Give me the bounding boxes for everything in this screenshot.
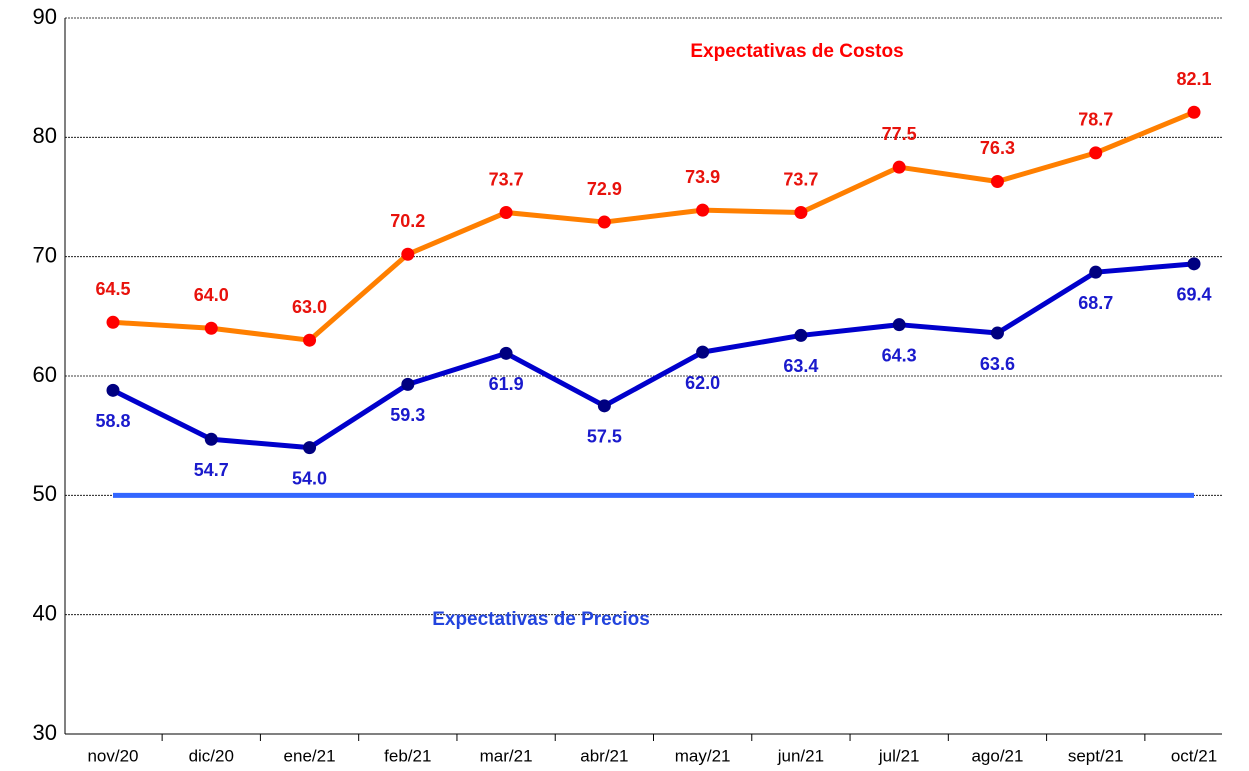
series-line — [111, 261, 1195, 451]
data-label: 63.6 — [980, 354, 1015, 374]
x-tick-label: sept/21 — [1068, 746, 1124, 765]
y-tick-label: 30 — [33, 720, 57, 745]
marker — [1089, 146, 1103, 160]
marker — [696, 345, 710, 359]
data-label: 54.0 — [292, 468, 327, 488]
marker — [106, 383, 120, 397]
y-tick-label: 90 — [33, 4, 57, 29]
marker — [1089, 265, 1103, 279]
data-label: 73.9 — [685, 167, 720, 187]
y-tick-label: 70 — [33, 242, 57, 267]
marker — [401, 247, 415, 261]
x-tick-label: jul/21 — [878, 746, 920, 765]
x-tick-label: jun/21 — [777, 746, 824, 765]
data-label: 54.7 — [194, 460, 229, 480]
data-label: 62.0 — [685, 373, 720, 393]
marker — [204, 321, 218, 335]
x-tick-label: oct/21 — [1171, 746, 1217, 765]
marker — [204, 432, 218, 446]
data-label: 73.7 — [783, 169, 818, 189]
marker — [990, 174, 1004, 188]
data-label: 58.8 — [95, 411, 130, 431]
x-tick-label: mar/21 — [480, 746, 533, 765]
y-tick-label: 50 — [33, 481, 57, 506]
series-name: Expectativas de Precios — [432, 609, 650, 630]
data-label: 63.4 — [783, 356, 818, 376]
data-label: 61.9 — [489, 374, 524, 394]
data-label: 64.5 — [95, 279, 130, 299]
x-tick-label: nov/20 — [87, 746, 138, 765]
marker — [597, 399, 611, 413]
marker — [499, 346, 513, 360]
x-tick-label: feb/21 — [384, 746, 431, 765]
y-tick-label: 80 — [33, 123, 57, 148]
x-tick-label: ago/21 — [971, 746, 1023, 765]
data-label: 78.7 — [1078, 110, 1113, 130]
marker — [303, 441, 317, 455]
marker — [990, 326, 1004, 340]
series-line — [112, 109, 1195, 343]
data-label: 72.9 — [587, 179, 622, 199]
marker — [1187, 105, 1201, 119]
data-label: 59.3 — [390, 405, 425, 425]
series-name: Expectativas de Costos — [690, 41, 903, 62]
x-tick-label: dic/20 — [189, 746, 234, 765]
x-tick-label: ene/21 — [284, 746, 336, 765]
x-tick-label: may/21 — [675, 746, 731, 765]
marker — [794, 328, 808, 342]
marker — [597, 215, 611, 229]
data-label: 69.4 — [1176, 285, 1211, 305]
marker — [892, 160, 906, 174]
marker — [794, 206, 808, 220]
marker — [401, 377, 415, 391]
y-tick-label: 60 — [33, 362, 57, 387]
marker — [892, 318, 906, 332]
data-label: 77.5 — [882, 124, 917, 144]
data-label: 57.5 — [587, 427, 622, 447]
x-tick-label: abr/21 — [580, 746, 628, 765]
data-label: 82.1 — [1176, 69, 1211, 89]
data-label: 70.2 — [390, 211, 425, 231]
data-label: 68.7 — [1078, 293, 1113, 313]
marker — [499, 206, 513, 220]
y-tick-label: 40 — [33, 600, 57, 625]
data-label: 64.0 — [194, 285, 229, 305]
data-label: 63.0 — [292, 297, 327, 317]
marker — [106, 315, 120, 329]
data-label: 73.7 — [489, 169, 524, 189]
data-label: 76.3 — [980, 138, 1015, 158]
data-label: 64.3 — [882, 345, 917, 365]
marker — [303, 333, 317, 347]
marker — [1187, 257, 1201, 271]
marker — [696, 203, 710, 217]
